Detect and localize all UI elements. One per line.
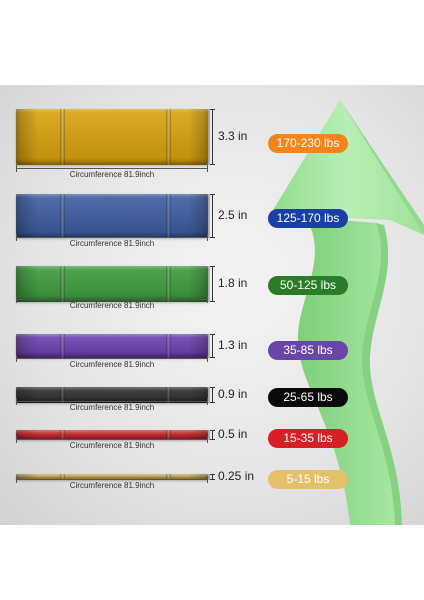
circumference-label: Circumference 81.9inch	[69, 441, 155, 450]
band-shading	[188, 387, 210, 403]
thickness-label: 0.25 in	[218, 469, 255, 483]
circumference-label: Circumference 81.9inch	[69, 170, 155, 179]
resistance-band	[16, 109, 210, 165]
band-shading	[188, 474, 210, 480]
band-seam	[60, 430, 65, 440]
band-shading	[16, 266, 38, 302]
band-seam	[60, 474, 65, 480]
thickness-label: 0.9 in	[218, 387, 248, 401]
band-shading	[16, 194, 38, 238]
band-seam	[166, 387, 171, 403]
resistance-badge: 50-125 lbs	[268, 276, 348, 295]
circumference-dimension-line	[16, 234, 208, 241]
band-seam	[60, 266, 65, 302]
band-shading	[188, 334, 210, 358]
band-seam	[60, 194, 65, 238]
circumference-label: Circumference 81.9inch	[69, 403, 155, 412]
band-shading	[16, 474, 38, 480]
thickness-dimension-line	[210, 334, 215, 358]
resistance-badge: 125-170 lbs	[268, 209, 348, 228]
band-shading	[188, 109, 210, 165]
resistance-band	[16, 194, 210, 238]
band-seam	[166, 474, 171, 480]
resistance-band	[16, 334, 210, 358]
circumference-dimension-line	[16, 436, 208, 443]
circumference-label: Circumference 81.9inch	[69, 360, 155, 369]
band-shading	[188, 194, 210, 238]
circumference-dimension-line	[16, 165, 208, 172]
band-seam	[166, 334, 171, 358]
band-seam	[166, 109, 171, 165]
circumference-dimension-line	[16, 398, 208, 405]
circumference-label: Circumference 81.9inch	[69, 239, 155, 248]
thickness-dimension-line	[210, 474, 215, 480]
thickness-label: 3.3 in	[218, 129, 248, 143]
band-shading	[188, 430, 210, 440]
band-seam	[60, 109, 65, 165]
band-shading	[188, 266, 210, 302]
thickness-dimension-line	[210, 387, 215, 403]
band-shading	[16, 334, 38, 358]
thickness-dimension-line	[210, 194, 215, 238]
thickness-dimension-line	[210, 266, 215, 302]
thickness-label: 1.8 in	[218, 276, 248, 290]
circumference-dimension-line	[16, 296, 208, 303]
thickness-dimension-line	[210, 109, 215, 165]
resistance-badge: 15-35 lbs	[268, 429, 348, 448]
circumference-dimension-line	[16, 476, 208, 483]
thickness-dimension-line	[210, 430, 215, 440]
band-seam	[166, 266, 171, 302]
band-shading	[16, 387, 38, 403]
band-seam	[60, 387, 65, 403]
resistance-badge: 25-65 lbs	[268, 388, 348, 407]
resistance-band	[16, 266, 210, 302]
circumference-dimension-line	[16, 355, 208, 362]
band-seam	[60, 334, 65, 358]
band-shading	[16, 109, 38, 165]
thickness-label: 1.3 in	[218, 338, 248, 352]
resistance-band	[16, 474, 210, 480]
resistance-badge: 5-15 lbs	[268, 470, 348, 489]
thickness-label: 0.5 in	[218, 427, 248, 441]
band-shading	[16, 430, 38, 440]
resistance-band	[16, 430, 210, 440]
circumference-label: Circumference 81.9inch	[69, 481, 155, 490]
band-seam	[166, 430, 171, 440]
resistance-badge: 170-230 lbs	[268, 134, 348, 153]
thickness-label: 2.5 in	[218, 208, 248, 222]
resistance-badge: 35-85 lbs	[268, 341, 348, 360]
band-seam	[166, 194, 171, 238]
circumference-label: Circumference 81.9inch	[69, 301, 155, 310]
resistance-band	[16, 387, 210, 403]
